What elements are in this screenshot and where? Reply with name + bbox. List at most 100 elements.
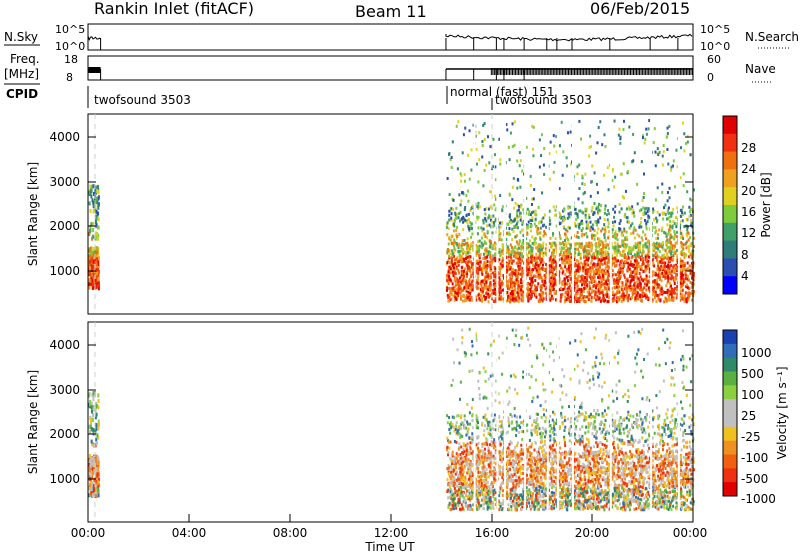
data-cell <box>679 226 682 230</box>
data-cell <box>458 232 461 236</box>
data-cell <box>635 284 638 288</box>
data-cell <box>654 290 657 294</box>
data-cell <box>447 270 450 274</box>
data-cell <box>564 262 567 266</box>
data-cell <box>515 216 518 220</box>
data-cell <box>512 281 515 285</box>
data-cell <box>569 277 572 281</box>
data-cell <box>612 207 615 211</box>
data-cell <box>558 241 561 245</box>
data-cell <box>567 261 570 265</box>
data-cell <box>564 238 567 242</box>
data-cell <box>559 299 562 303</box>
data-cell <box>515 282 518 286</box>
data-cell <box>570 252 573 256</box>
data-cell <box>89 425 92 430</box>
data-cell <box>689 213 692 217</box>
data-cell <box>526 207 529 211</box>
data-cell <box>448 265 451 269</box>
data-cell <box>468 280 471 284</box>
data-cell <box>498 282 501 286</box>
data-cell <box>604 204 607 208</box>
data-cell <box>656 282 659 286</box>
data-cell <box>597 268 600 272</box>
data-cell <box>548 248 551 252</box>
data-cell <box>514 287 517 291</box>
data-cell <box>562 243 565 247</box>
data-gap <box>572 114 574 314</box>
data-cell <box>95 401 98 406</box>
data-cell <box>448 268 451 272</box>
data-cell <box>682 297 685 301</box>
data-cell <box>666 290 669 294</box>
data-cell <box>579 221 582 225</box>
data-cell <box>623 249 626 253</box>
data-cell <box>600 290 603 294</box>
data-cell <box>538 270 541 274</box>
data-cell <box>90 481 93 486</box>
data-cell <box>529 273 532 277</box>
data-cell <box>452 250 455 254</box>
data-cell <box>589 145 592 149</box>
data-cell <box>642 279 645 283</box>
data-cell <box>575 264 578 268</box>
data-cell <box>673 230 676 234</box>
data-cell <box>635 260 638 264</box>
data-cell <box>562 150 565 154</box>
data-cell <box>647 286 650 290</box>
data-cell <box>564 295 567 299</box>
data-cell <box>95 262 98 267</box>
data-cell <box>446 223 449 227</box>
data-cell <box>450 297 453 301</box>
data-cell <box>633 281 636 285</box>
data-cell <box>652 261 655 265</box>
data-cell <box>592 426 595 430</box>
data-cell <box>578 244 581 248</box>
data-cell <box>663 272 666 276</box>
data-cell <box>506 291 509 295</box>
data-cell <box>520 257 523 261</box>
data-cell <box>88 248 91 253</box>
data-cell <box>637 261 640 265</box>
data-cell <box>545 243 548 247</box>
data-cell <box>463 259 466 263</box>
data-cell <box>562 287 565 291</box>
data-cell <box>88 272 91 277</box>
data-cell <box>603 173 606 177</box>
data-cell <box>676 235 679 239</box>
data-cell <box>640 299 643 303</box>
data-cell <box>621 264 624 268</box>
data-cell <box>679 281 682 285</box>
data-cell <box>477 275 480 279</box>
colorbar-swatch <box>723 116 737 135</box>
data-cell <box>484 282 487 286</box>
data-cell <box>95 403 98 408</box>
data-cell <box>506 268 509 272</box>
data-cell <box>616 250 619 254</box>
data-cell <box>590 234 593 238</box>
data-cell <box>562 281 565 285</box>
data-cell <box>489 293 492 297</box>
data-cell <box>475 259 478 263</box>
data-cell <box>465 252 468 256</box>
data-cell <box>617 244 620 248</box>
data-cell <box>587 270 590 274</box>
data-cell <box>494 259 497 263</box>
data-cell <box>516 209 519 213</box>
nsky-strip: N.Sky 10^5 10^0 10^5 10^0 N.Search <box>4 23 799 53</box>
data-cell <box>659 256 662 260</box>
data-cell <box>603 261 606 265</box>
data-cell <box>646 253 649 257</box>
data-cell <box>529 183 532 187</box>
data-cell <box>618 290 621 294</box>
data-cell <box>568 259 571 263</box>
data-cell <box>539 253 542 257</box>
data-cell <box>499 225 502 229</box>
data-cell <box>591 236 594 240</box>
data-cell <box>450 292 453 296</box>
data-cell <box>595 269 598 273</box>
data-cell <box>451 252 454 256</box>
data-cell <box>458 287 461 291</box>
data-cell <box>641 199 644 203</box>
nave-label: Nave <box>745 62 776 76</box>
